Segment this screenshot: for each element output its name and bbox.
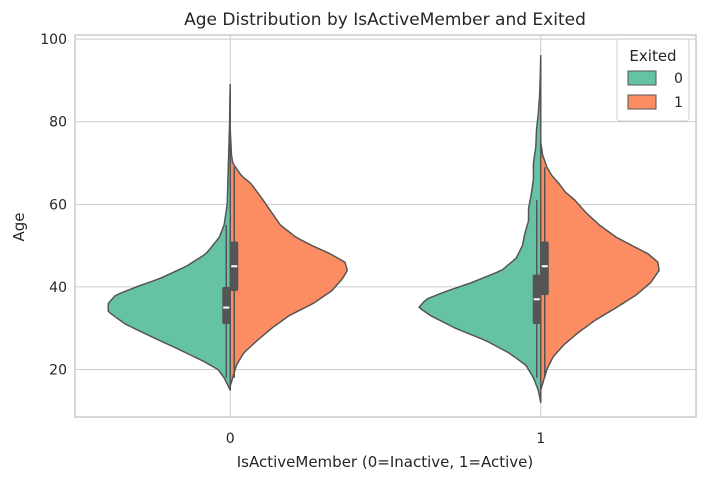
legend-label-1: 1	[674, 95, 683, 111]
x-tick-label-1: 1	[536, 431, 545, 447]
y-tick-label-40: 40	[49, 280, 67, 296]
y-tick-label-80: 80	[49, 115, 67, 131]
x-tick-label-0: 0	[226, 431, 235, 447]
violin-0-cat-0	[107, 83, 231, 391]
y-axis-label: Age	[10, 212, 28, 241]
y-tick-label-60: 60	[49, 197, 67, 213]
violin-1-cat-0	[229, 129, 348, 387]
plot-area: 20 40 60 80 100 0 1	[40, 32, 697, 447]
legend-swatch-1	[627, 94, 657, 110]
legend-title: Exited	[629, 47, 676, 65]
legend: Exited 0 1	[616, 38, 690, 122]
violin-1-cat-1	[540, 141, 660, 391]
chart-title: Age Distribution by IsActiveMember and E…	[184, 10, 586, 30]
y-tick-label-20: 20	[49, 363, 67, 379]
iqr-box-0-cat-0	[222, 286, 231, 325]
x-axis-label: IsActiveMember (0=Inactive, 1=Active)	[237, 453, 534, 471]
axes-frame	[74, 34, 697, 418]
violin-0-cat-1	[418, 54, 542, 404]
y-tick-label-100: 100	[40, 32, 67, 48]
legend-swatch-0	[627, 70, 657, 86]
iqr-box-1-cat-1	[540, 241, 549, 296]
legend-label-0: 0	[674, 71, 683, 87]
